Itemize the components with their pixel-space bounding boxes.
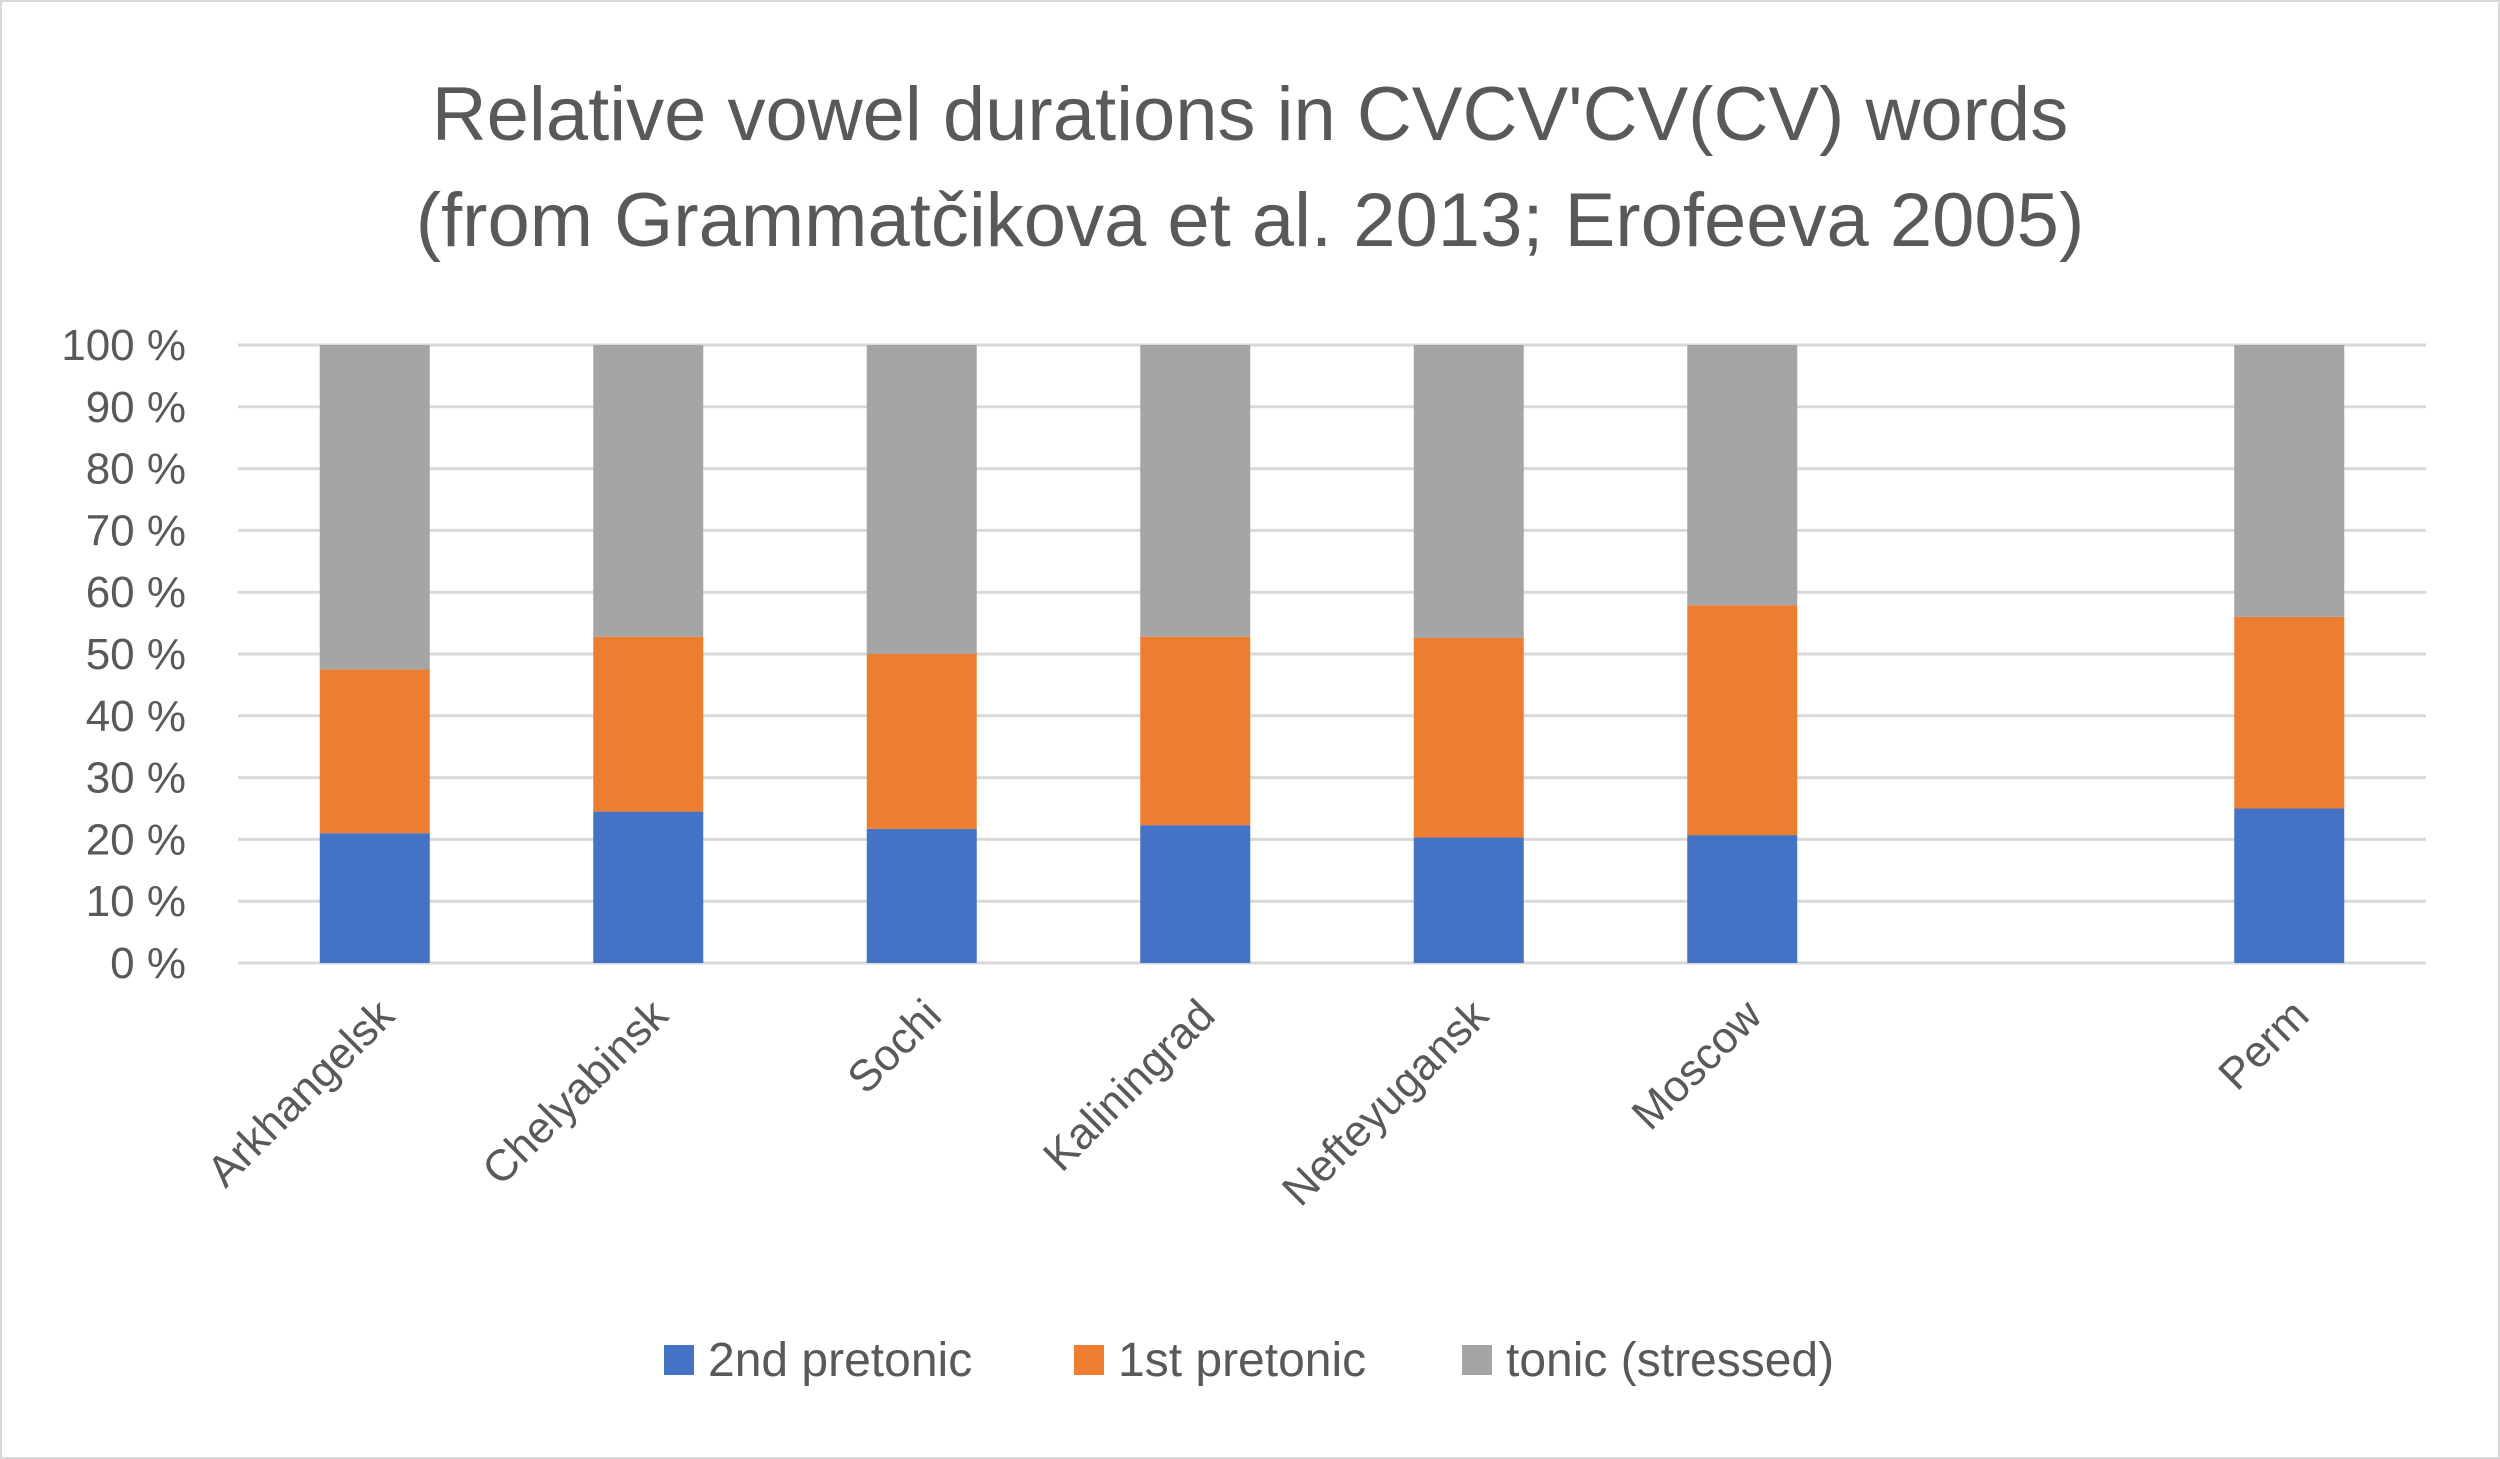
y-tick-label: 80 % xyxy=(86,445,186,494)
x-tick-label: Kaliningrad xyxy=(1034,990,1224,1180)
legend-item-tonic: tonic (stressed) xyxy=(1462,1325,1834,1395)
y-tick-label: 60 % xyxy=(86,568,186,617)
y-tick-label: 70 % xyxy=(86,506,186,555)
legend-label-1st-pretonic: 1st pretonic xyxy=(1118,1333,1367,1387)
legend-swatch-2nd-pretonic xyxy=(664,1345,694,1375)
bar-segment-1st-pretonic xyxy=(319,669,430,834)
y-tick-label: 0 % xyxy=(110,939,186,988)
bar-segment-1st-pretonic xyxy=(1687,605,1798,836)
x-tick-label: Arkhangelsk xyxy=(198,990,405,1197)
bar-segment-1st-pretonic xyxy=(1413,637,1524,838)
bar-segment-1st-pretonic xyxy=(2234,616,2345,809)
x-tick-label: Perm xyxy=(2209,990,2318,1099)
bar-segment-tonic-stressed xyxy=(1687,345,1798,606)
chart-title: Relative vowel durations in CVCV'CV(CV) … xyxy=(0,62,2500,274)
y-tick-label: 10 % xyxy=(86,877,186,926)
legend-label-2nd-pretonic: 2nd pretonic xyxy=(708,1333,973,1387)
bars xyxy=(319,345,2345,963)
chart-title-line-1: Relative vowel durations in CVCV'CV(CV) … xyxy=(431,72,2069,157)
y-tick-label: 100 % xyxy=(61,321,186,370)
y-tick-label: 90 % xyxy=(86,383,186,432)
legend-swatch-tonic xyxy=(1462,1345,1492,1375)
bar-segment-tonic-stressed xyxy=(2234,345,2345,617)
bar-segment-tonic-stressed xyxy=(593,345,704,637)
chart-title-line-2: (from Grammatčikova et al. 2013; Erofeev… xyxy=(415,178,2085,263)
y-tick-label: 20 % xyxy=(86,815,186,864)
legend-item-2nd-pretonic: 2nd pretonic xyxy=(664,1325,972,1395)
bar-segment-1st-pretonic xyxy=(1140,636,1251,826)
legend: 2nd pretonic 1st pretonic tonic (stresse… xyxy=(0,1325,2500,1395)
bar-segment-tonic-stressed xyxy=(1413,345,1524,638)
y-axis-ticks: 0 % 10 % 20 % 30 % 40 % 50 % 60 % 70 % 80 % 90 % 1… xyxy=(61,321,186,988)
x-tick-label: Sochi xyxy=(838,990,950,1102)
bar-segment-2nd-pretonic xyxy=(593,811,704,963)
bar-segment-1st-pretonic xyxy=(866,654,977,829)
legend-item-1st-pretonic: 1st pretonic xyxy=(1074,1325,1366,1395)
gridlines xyxy=(238,343,2426,965)
y-tick-label: 40 % xyxy=(86,692,186,741)
bar-segment-2nd-pretonic xyxy=(2234,808,2345,963)
bar-segment-2nd-pretonic xyxy=(319,833,430,963)
bar-segment-tonic-stressed xyxy=(866,345,977,654)
x-tick-label: Chelyabinsk xyxy=(473,990,678,1195)
bar-segment-tonic-stressed xyxy=(1140,345,1251,637)
bar-segment-2nd-pretonic xyxy=(866,828,977,963)
legend-swatch-1st-pretonic xyxy=(1074,1345,1104,1375)
bar-segment-2nd-pretonic xyxy=(1413,837,1524,963)
bar-segment-1st-pretonic xyxy=(593,636,704,812)
legend-label-tonic: tonic (stressed) xyxy=(1506,1333,1835,1387)
bar-segment-tonic-stressed xyxy=(319,345,430,670)
x-tick-label: Moscow xyxy=(1623,990,1772,1139)
bar-segment-2nd-pretonic xyxy=(1687,835,1798,963)
chart-plot: 0 % 10 % 20 % 30 % 40 % 50 % 60 % 70 % 80 % 90 % 1… xyxy=(61,321,2426,1216)
y-tick-label: 30 % xyxy=(86,754,186,803)
bar-segment-2nd-pretonic xyxy=(1140,825,1251,963)
x-axis-ticks: Arkhangelsk Chelyabinsk Sochi Kaliningrad Ne… xyxy=(198,990,2318,1216)
y-tick-label: 50 % xyxy=(86,630,186,679)
x-tick-label: Nefteyugansk xyxy=(1273,990,1499,1216)
